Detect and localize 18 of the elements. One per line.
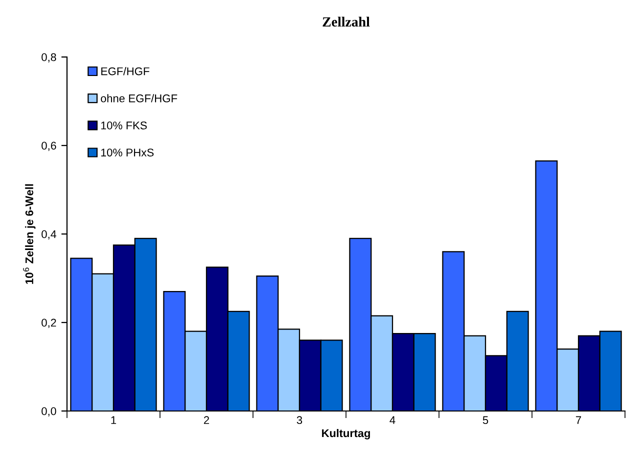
x-tick-label: 7 <box>576 416 582 424</box>
y-tick-label: 0,0 <box>42 407 56 416</box>
y-tick-label: 0,6 <box>42 142 56 151</box>
chart-title: Zellzahl <box>322 16 370 27</box>
legend-label: ohne EGF/HGF <box>100 94 178 102</box>
x-tick-label: 1 <box>111 416 116 424</box>
x-tick-label: 5 <box>482 416 488 424</box>
legend-label: 10% FKS <box>101 122 147 130</box>
y-axis-title: 10$^{6}$ Zellen je 6-Well <box>23 184 36 284</box>
legend-label: 10% PHxS <box>101 148 154 156</box>
x-tick-label: 3 <box>296 416 302 424</box>
y-tick-label: 0,4 <box>42 230 56 240</box>
x-axis-title: Kulturtag <box>322 428 370 440</box>
y-tick-label: 0,2 <box>42 318 56 328</box>
x-tick-label: 2 <box>204 416 210 424</box>
y-tick-label: 0,8 <box>42 53 56 62</box>
legend-label: EGF/HGF <box>101 67 150 76</box>
x-tick-label: 4 <box>390 416 396 424</box>
